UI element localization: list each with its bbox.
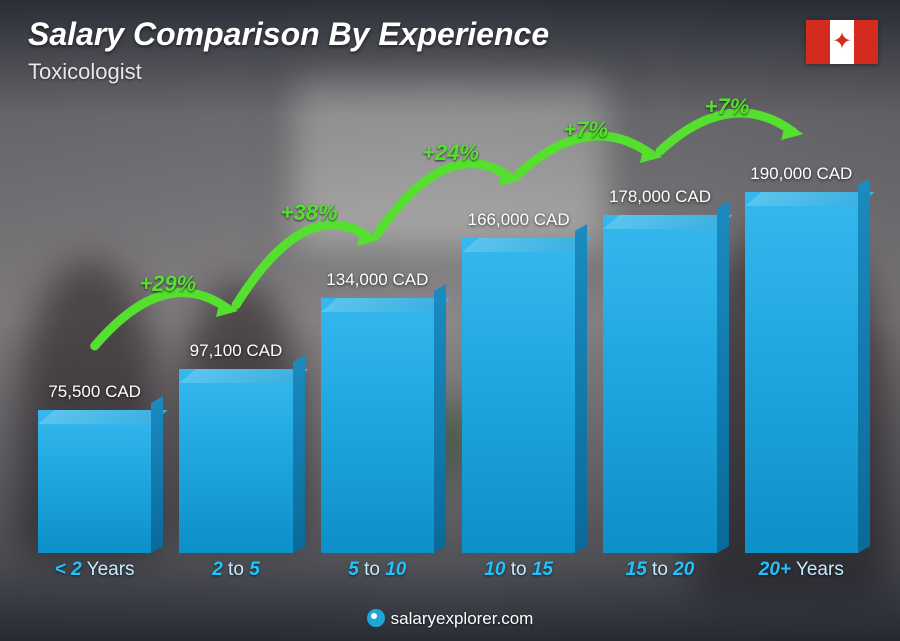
category-label: < 2 Years <box>38 559 151 581</box>
chart-title: Salary Comparison By Experience <box>28 16 549 53</box>
category-label: 5 to 10 <box>321 559 434 581</box>
chart-container: Salary Comparison By Experience Toxicolo… <box>0 0 900 641</box>
category-label: 10 to 15 <box>462 559 575 581</box>
site-name: salaryexplorer.com <box>391 609 534 628</box>
category-label: 2 to 5 <box>179 559 292 581</box>
growth-arc <box>95 293 228 346</box>
flag-band <box>806 20 830 64</box>
growth-pct-label: +7% <box>705 94 750 120</box>
category-label: 20+ Years <box>745 559 858 581</box>
logo-icon <box>367 609 385 627</box>
maple-leaf-icon: ✦ <box>832 30 852 54</box>
category-label: 15 to 20 <box>603 559 716 581</box>
flag-band <box>854 20 878 64</box>
category-labels: < 2 Years 2 to 5 5 to 10 10 to 15 15 to 20 20… <box>38 559 858 581</box>
country-flag-canada: ✦ <box>806 20 878 64</box>
bar-chart: 75,500 CAD97,100 CAD134,000 CAD166,000 C… <box>38 101 858 581</box>
growth-pct-label: +7% <box>563 117 608 143</box>
growth-pct-label: +38% <box>281 200 338 226</box>
growth-arc <box>377 164 510 234</box>
footer: salaryexplorer.com <box>0 609 900 629</box>
growth-pct-label: +24% <box>422 140 479 166</box>
growth-arc <box>236 225 369 305</box>
growth-pct-label: +29% <box>139 271 196 297</box>
